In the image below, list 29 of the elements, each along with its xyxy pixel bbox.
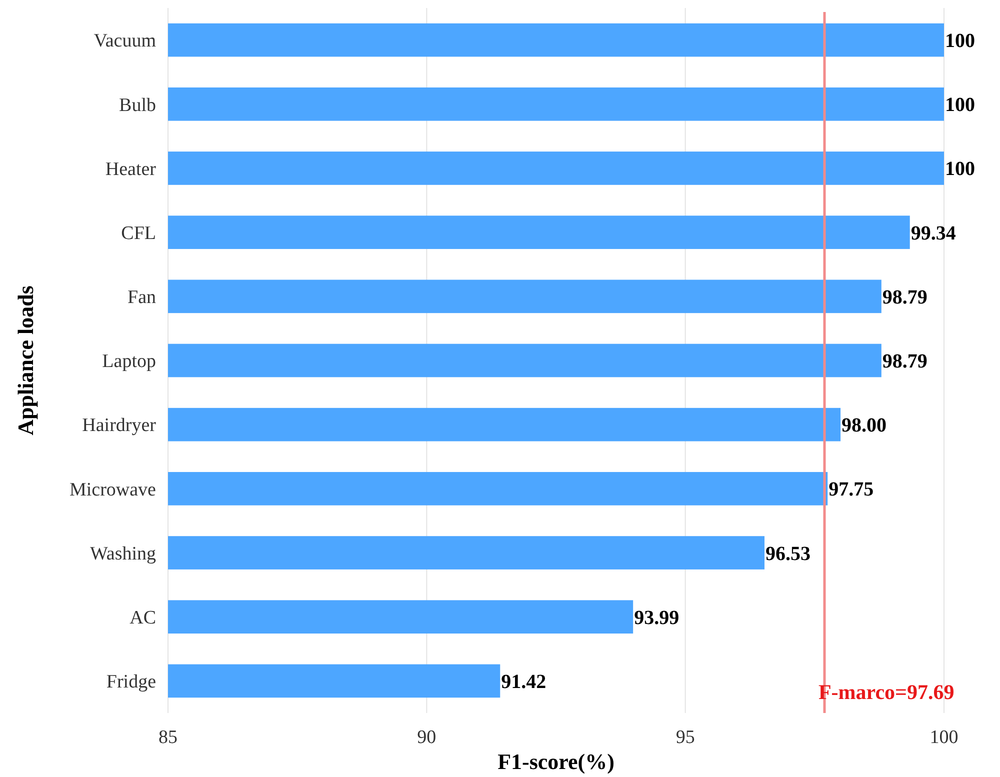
data-label: 100 xyxy=(945,94,975,116)
x-tick-label: 85 xyxy=(158,727,178,748)
data-label: 99.34 xyxy=(910,222,956,244)
x-tick-label: 90 xyxy=(417,727,436,748)
y-tick-label: Fridge xyxy=(106,672,156,693)
data-label: 98.00 xyxy=(842,414,887,437)
y-tick-label: Fan xyxy=(128,287,156,308)
data-label: 100 xyxy=(945,158,975,180)
y-tick-label: Laptop xyxy=(102,351,156,372)
y-axis-title: Appliance loads xyxy=(13,285,38,436)
data-label: 100 xyxy=(945,30,975,52)
y-tick-label: Heater xyxy=(105,158,157,180)
data-label: 93.99 xyxy=(634,606,680,629)
y-tick-label: AC xyxy=(130,608,156,629)
y-tick-label: Washing xyxy=(90,543,156,564)
y-tick-label: Vacuum xyxy=(94,30,156,52)
data-label: 98.79 xyxy=(882,286,928,308)
x-tick-label: 95 xyxy=(676,727,695,748)
data-label: 91.42 xyxy=(501,670,546,693)
y-tick-label: Hairdryer xyxy=(82,415,157,436)
y-tick-label: CFL xyxy=(121,222,156,244)
x-axis-title: F1-score(%) xyxy=(498,749,614,774)
data-label: 97.75 xyxy=(828,478,874,501)
data-label: 98.79 xyxy=(882,350,928,372)
y-tick-label: Bulb xyxy=(119,94,156,116)
data-label: 96.53 xyxy=(765,542,810,565)
ref-line-label: F-marco=97.69 xyxy=(818,680,954,704)
x-tick-label: 100 xyxy=(930,727,958,748)
y-tick-label: Microwave xyxy=(69,479,156,500)
